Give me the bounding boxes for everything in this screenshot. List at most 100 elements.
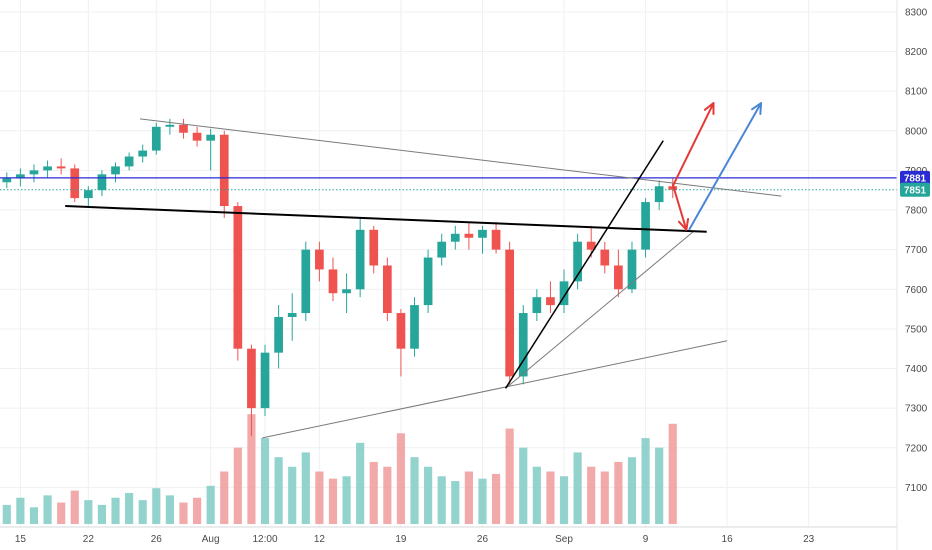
- candle-body: [97, 174, 107, 191]
- candle-body: [16, 174, 25, 179]
- arrow-blue[interactable]: [688, 102, 763, 231]
- candle-body: [450, 233, 460, 242]
- volume-bar: [655, 447, 664, 524]
- volume-bar: [2, 504, 11, 524]
- candle: [70, 164, 80, 203]
- arrow-red[interactable]: [671, 183, 690, 231]
- volume-bar: [573, 452, 582, 524]
- candle-body: [151, 126, 161, 151]
- volume-bar: [559, 476, 569, 524]
- x-tick-label: 22: [83, 534, 95, 545]
- projection-arrows[interactable]: [671, 102, 763, 231]
- price-marker-lines: [0, 177, 897, 191]
- candle-body: [668, 186, 678, 190]
- volume-bar: [369, 461, 378, 524]
- trendline-gray[interactable]: [262, 340, 728, 439]
- y-tick-label: 8200: [905, 47, 928, 58]
- candle-body: [179, 124, 188, 133]
- candle-body: [410, 305, 419, 349]
- trendline-black[interactable]: [504, 140, 664, 389]
- candle-body: [328, 269, 338, 294]
- candle: [586, 225, 596, 258]
- candle: [396, 309, 406, 377]
- candle: [450, 225, 460, 250]
- candle-body: [396, 313, 406, 349]
- candle: [233, 202, 243, 361]
- candle: [668, 178, 678, 199]
- candle: [97, 170, 107, 197]
- candle: [111, 162, 120, 183]
- trendline-gray[interactable]: [505, 231, 694, 389]
- volume-bar: [464, 471, 473, 524]
- candle-body: [260, 352, 270, 409]
- volume-bar: [97, 504, 107, 524]
- x-tick-label: 26: [477, 534, 489, 545]
- candle: [478, 225, 487, 254]
- candle-body: [2, 178, 12, 183]
- candle-body: [532, 297, 542, 314]
- candle: [505, 241, 515, 385]
- trendlines[interactable]: [65, 118, 782, 439]
- badge-label: 7851: [904, 185, 927, 196]
- candle: [382, 257, 392, 321]
- volume-bar: [192, 497, 202, 524]
- arrow-red-head: [703, 102, 715, 116]
- candle: [179, 118, 188, 139]
- y-tick-label: 7400: [905, 364, 928, 375]
- candle: [559, 269, 569, 314]
- arrow-blue-shaft: [688, 102, 762, 231]
- volume-bar: [478, 478, 487, 524]
- volume-bar: [546, 471, 555, 524]
- candle: [274, 305, 283, 369]
- trendline-black[interactable]: [65, 205, 707, 233]
- volume-bar: [519, 447, 528, 524]
- candle-body: [233, 206, 243, 349]
- candle-body: [600, 249, 610, 266]
- candle-body: [505, 249, 515, 377]
- candle-body: [641, 202, 650, 250]
- candle-body: [654, 186, 664, 203]
- volume-bar: [600, 471, 609, 524]
- candle: [328, 257, 338, 302]
- x-tick-label: 9: [643, 534, 649, 545]
- y-tick-label: 7100: [905, 483, 928, 494]
- candle-body: [423, 257, 433, 306]
- candle: [355, 217, 365, 298]
- candle: [165, 118, 175, 135]
- y-tick-label: 7200: [905, 443, 928, 454]
- x-axis[interactable]: 15 22 26 Aug 12:00 12 19 26 Sep 9 16 23: [15, 534, 815, 545]
- candle-body: [124, 156, 134, 167]
- volume-bar: [587, 466, 596, 524]
- candle: [124, 152, 134, 171]
- y-tick-label: 8000: [905, 126, 928, 137]
- volume-bar: [16, 497, 25, 524]
- candle: [315, 241, 324, 282]
- volume-bar: [206, 485, 215, 524]
- candle: [410, 297, 419, 357]
- candle: [654, 180, 664, 211]
- y-tick-label: 7800: [905, 206, 928, 217]
- candle: [641, 198, 650, 258]
- candle: [247, 344, 256, 436]
- candle: [219, 130, 229, 218]
- volume-bar: [641, 438, 650, 524]
- arrow-red[interactable]: [671, 102, 715, 187]
- y-tick-label: 8100: [905, 87, 928, 98]
- volume-bar: [274, 457, 283, 524]
- candle: [464, 221, 474, 250]
- candle-body: [29, 170, 39, 175]
- x-tick-label: 26: [151, 534, 163, 545]
- volume-bar: [260, 438, 270, 524]
- volume-bar: [383, 466, 392, 524]
- arrow-red-head: [677, 217, 690, 231]
- volume-bar: [111, 497, 120, 524]
- candle-body: [559, 281, 569, 306]
- candle-body: [437, 241, 447, 258]
- volume-bar: [505, 428, 514, 524]
- arrow-red-shaft: [671, 102, 715, 187]
- current-price-badge: 7851: [900, 182, 930, 197]
- candle-body: [43, 166, 52, 171]
- volume-bar: [627, 457, 637, 524]
- volume-bar: [138, 500, 147, 524]
